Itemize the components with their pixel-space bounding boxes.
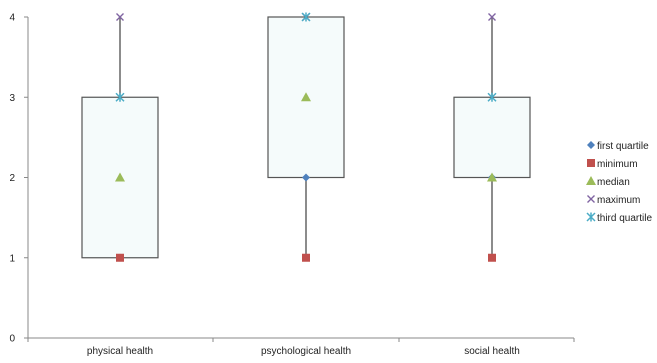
y-tick-label: 4	[9, 13, 15, 24]
point-minimum	[302, 253, 310, 262]
legend-label-minimum: minimum	[597, 159, 638, 170]
legend-label-maximum: maximum	[597, 195, 640, 206]
legend-marker-median	[586, 176, 596, 185]
x-category-label: physical health	[87, 346, 153, 357]
point-median	[487, 172, 497, 182]
legend-label-median: median	[597, 177, 630, 188]
point-maximum	[116, 13, 124, 21]
x-category-label: social health	[464, 346, 520, 357]
point-third-quartile	[115, 92, 125, 102]
y-tick-label: 0	[9, 334, 15, 345]
legend-label-first-quartile: first quartile	[597, 141, 649, 152]
legend-marker-third-quartile	[586, 212, 596, 222]
y-tick-label: 2	[9, 173, 15, 184]
box	[453, 96, 531, 179]
legend-marker-maximum	[587, 195, 595, 203]
legend-marker-minimum	[587, 159, 595, 167]
plot-area: 0 1 2 3 4 physical health psychological health…	[9, 12, 575, 357]
point-minimum	[116, 253, 124, 262]
legend: first quartile minimum median maximum third …	[586, 141, 652, 224]
legend-label-third-quartile: third quartile	[597, 213, 652, 224]
point-maximum	[488, 13, 496, 21]
point-minimum	[488, 253, 496, 262]
point-median	[115, 172, 125, 182]
legend-marker-first-quartile	[587, 141, 595, 149]
x-category-label: psychological health	[261, 346, 351, 357]
point-first-quartile	[302, 173, 310, 182]
point-third-quartile	[487, 92, 497, 102]
point-median	[301, 92, 311, 102]
y-tick-label: 1	[9, 253, 15, 264]
point-third-quartile	[301, 12, 311, 22]
y-tick-label: 3	[9, 93, 15, 104]
